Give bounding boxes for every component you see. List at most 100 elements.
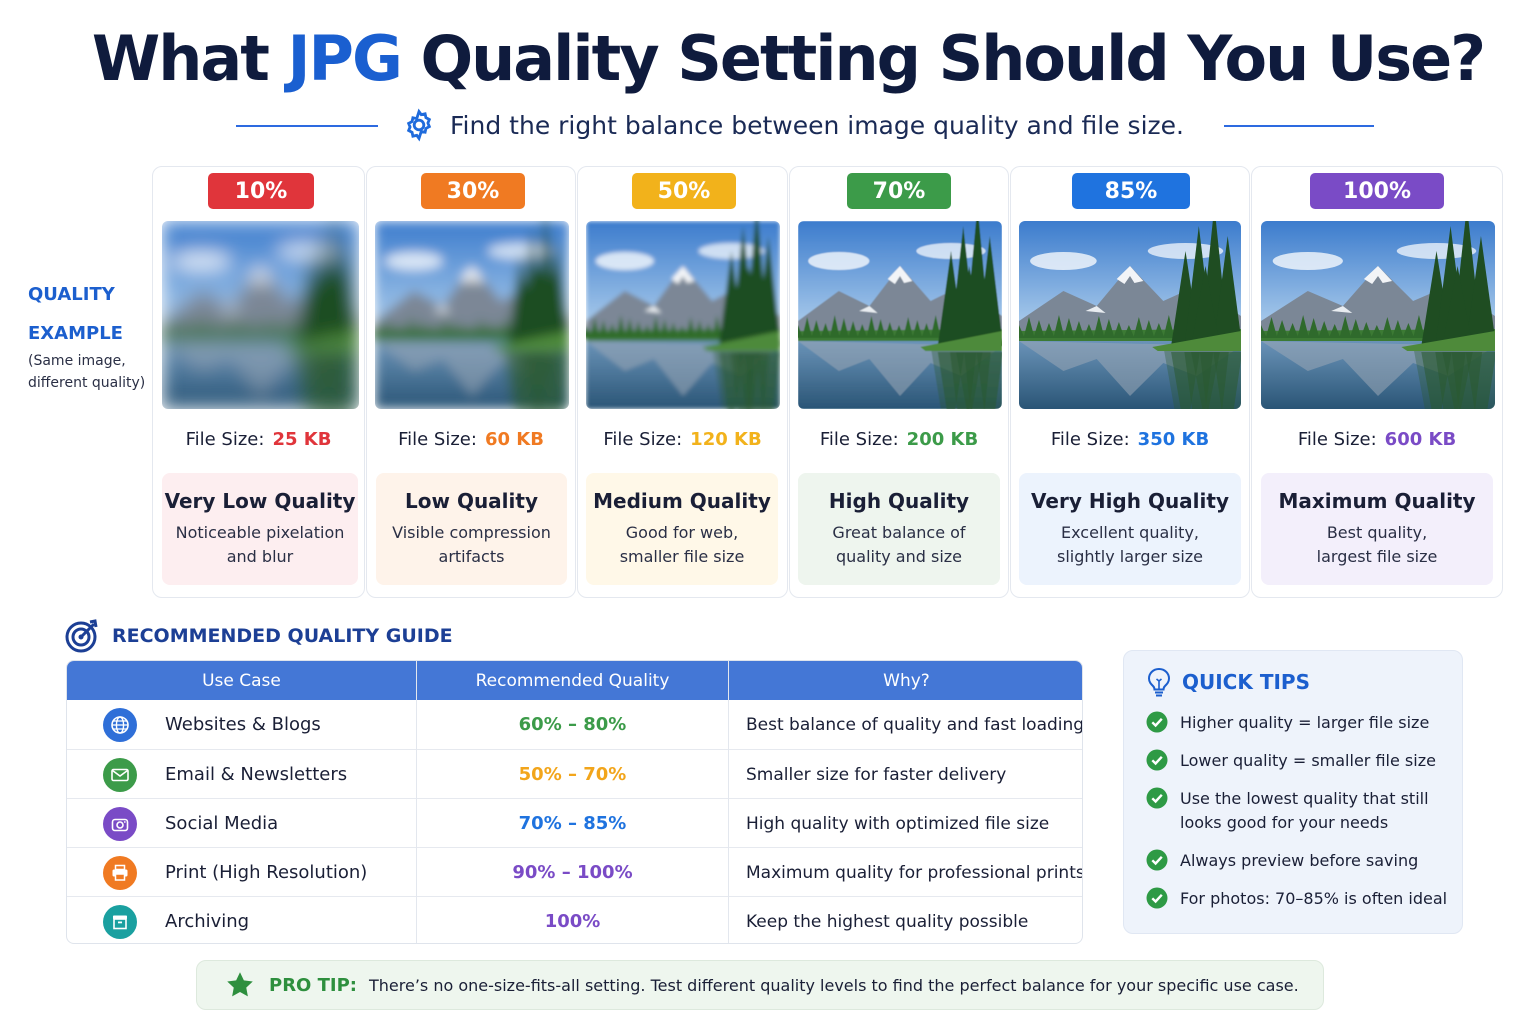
file-size-label: File Size: <box>819 429 899 450</box>
why-cell: High quality with optimized file size <box>746 813 1050 834</box>
tip-item: Higher quality = larger file size <box>1146 711 1456 735</box>
quality-description-line1: Excellent quality, <box>1061 523 1199 542</box>
file-size: File Size: 200 KB <box>790 429 1008 450</box>
quality-description-line2: artifacts <box>438 547 505 566</box>
use-case-cell: Social Media <box>165 813 279 834</box>
why-cell: Keep the highest quality possible <box>746 911 1029 932</box>
use-case-cell: Websites & Blogs <box>165 714 321 735</box>
recommended-quality-cell: 70% – 85% <box>518 813 627 834</box>
side-label-line2: EXAMPLE <box>28 323 123 344</box>
tip-text-line1: For photos: 70–85% is often ideal <box>1180 889 1448 908</box>
sample-image <box>375 221 569 409</box>
recommended-quality-cell: 90% – 100% <box>512 862 633 883</box>
table-row: Print (High Resolution) 90% – 100% Maxim… <box>67 847 1082 896</box>
quality-column: 50% File Size: 120 KB Medium Quali <box>577 166 788 598</box>
quality-description: Good for web, smaller file size <box>586 521 778 569</box>
guide-heading-text: RECOMMENDED QUALITY GUIDE <box>112 625 453 647</box>
file-size: File Size: 25 KB <box>153 429 364 450</box>
subtitle: Find the right balance between image qua… <box>402 108 1184 142</box>
tip-text: For photos: 70–85% is often ideal <box>1180 887 1447 911</box>
quality-description-box: Very High Quality Excellent quality, sli… <box>1019 473 1241 585</box>
file-size: File Size: 120 KB <box>578 429 787 450</box>
quality-description-line2: quality and size <box>835 547 963 566</box>
tip-text-line1: Always preview before saving <box>1180 851 1419 870</box>
quality-description-box: Low Quality Visible compression artifact… <box>376 473 567 585</box>
table-row: Archiving 100% Keep the highest quality … <box>67 896 1082 943</box>
tip-item: For photos: 70–85% is often ideal <box>1146 887 1456 911</box>
file-size: File Size: 350 KB <box>1011 429 1249 450</box>
quality-title: High Quality <box>828 489 970 513</box>
sample-image <box>162 221 359 409</box>
quality-description-line1: Noticeable pixelation <box>175 523 345 542</box>
quality-description-box: Medium Quality Good for web, smaller fil… <box>586 473 778 585</box>
quick-tips-panel: QUICK TIPS Higher quality = larger file … <box>1123 650 1463 934</box>
file-size-value: 60 KB <box>484 429 544 450</box>
gear-icon <box>406 108 432 142</box>
quality-percent-badge: 85% <box>1072 173 1190 209</box>
quality-example-label: QUALITY EXAMPLE (Same image, different q… <box>28 284 148 394</box>
subtitle-row: Find the right balance between image qua… <box>0 104 1536 148</box>
pro-tip-banner: PRO TIP: There’s no one-size-fits-all se… <box>196 960 1324 1010</box>
target-icon <box>65 619 98 653</box>
quality-column: 85% File Size: 350 KB Very High Qu <box>1010 166 1250 598</box>
quality-description: Excellent quality, slightly larger size <box>1019 521 1241 569</box>
tip-item: Lower quality = smaller file size <box>1146 749 1456 773</box>
tip-text-line2: looks good for your needs <box>1180 813 1389 832</box>
file-size-label: File Size: <box>1297 429 1377 450</box>
file-size-value: 25 KB <box>272 429 332 450</box>
quality-description-line2: slightly larger size <box>1056 547 1204 566</box>
quality-column: 100% File Size: 600 KB Maximum Qua <box>1251 166 1503 598</box>
side-label-note: (Same image, different quality) <box>28 350 148 394</box>
tip-text: Lower quality = smaller file size <box>1180 749 1436 773</box>
camera-icon <box>103 807 137 841</box>
recommended-quality-cell: 50% – 70% <box>518 764 627 785</box>
quick-tips-heading-text: QUICK TIPS <box>1182 670 1310 694</box>
quality-description: Noticeable pixelation and blur <box>162 521 358 569</box>
side-label-note-line2: different quality) <box>28 375 146 391</box>
quality-description-box: Maximum Quality Best quality, largest fi… <box>1261 473 1493 585</box>
quality-title: Low Quality <box>405 489 538 513</box>
subtitle-divider-right <box>1224 125 1374 127</box>
table-header: Use Case Recommended Quality Why? <box>67 661 1082 700</box>
file-size-value: 350 KB <box>1137 429 1210 450</box>
quality-description-line1: Good for web, <box>625 523 739 542</box>
title-post: Quality Setting Should You Use? <box>400 22 1486 95</box>
page-title: What JPG Quality Setting Should You Use? <box>0 22 1536 95</box>
quality-percent-badge: 10% <box>208 173 314 209</box>
check-circle-icon <box>1146 711 1168 733</box>
side-label-line1: QUALITY <box>28 284 115 305</box>
quality-title: Medium Quality <box>593 489 771 513</box>
quality-column: 70% File Size: 200 KB High Quality <box>789 166 1009 598</box>
quality-title: Very Low Quality <box>164 489 356 513</box>
tip-item: Use the lowest quality that still looks … <box>1146 787 1456 835</box>
column-divider <box>728 661 729 943</box>
sample-image <box>1261 221 1495 409</box>
quality-title: Maximum Quality <box>1278 489 1476 513</box>
printer-icon <box>103 856 137 890</box>
tip-text: Use the lowest quality that still looks … <box>1180 787 1429 835</box>
table-row: Websites & Blogs 60% – 80% Best balance … <box>67 700 1083 749</box>
tip-text-line1: Use the lowest quality that still <box>1180 789 1429 808</box>
quality-description: Visible compression artifacts <box>376 521 567 569</box>
sample-image <box>798 221 1002 409</box>
title-pre: What <box>91 22 288 95</box>
title-accent: JPG <box>287 22 402 95</box>
use-case-cell: Email & Newsletters <box>165 764 348 785</box>
quality-percent-badge: 50% <box>632 173 736 209</box>
use-case-cell: Archiving <box>165 911 250 932</box>
table-row: Email & Newsletters 50% – 70% Smaller si… <box>67 749 1082 798</box>
globe-icon <box>103 708 137 742</box>
column-header-why: Why? <box>883 670 930 691</box>
why-cell: Best balance of quality and fast loading <box>746 714 1083 735</box>
why-cell: Smaller size for faster delivery <box>746 764 1007 785</box>
sample-image <box>586 221 780 409</box>
tip-text: Higher quality = larger file size <box>1180 711 1429 735</box>
subtitle-divider-left <box>236 125 378 127</box>
subtitle-text: Find the right balance between image qua… <box>450 110 1184 140</box>
quality-description: Best quality, largest file size <box>1261 521 1493 569</box>
file-size-value: 120 KB <box>690 429 762 450</box>
column-header-recommended-quality: Recommended Quality <box>475 670 670 691</box>
quality-description-box: High Quality Great balance of quality an… <box>798 473 1000 585</box>
column-header-use-case: Use Case <box>202 670 281 691</box>
check-circle-icon <box>1146 787 1168 809</box>
